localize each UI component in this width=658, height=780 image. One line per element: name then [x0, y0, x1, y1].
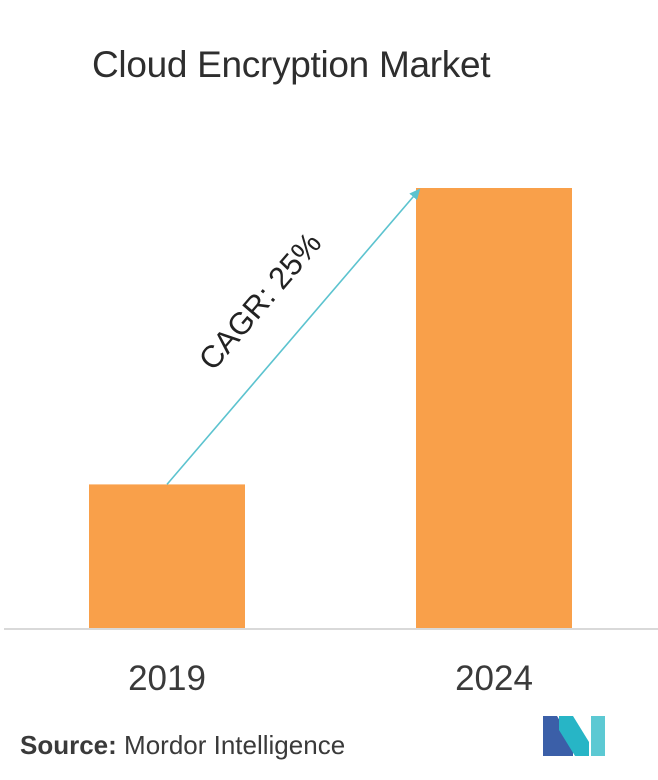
source-note: Source: Mordor Intelligence: [20, 730, 345, 761]
source-label: Source:: [20, 730, 117, 760]
source-text: Mordor Intelligence: [116, 730, 346, 760]
bar-2024: [416, 188, 572, 629]
bar-chart: 2019 2024 CAGR: 25%: [4, 188, 658, 698]
bar-2019: [89, 484, 245, 629]
x-tick-label-2019: 2019: [128, 659, 206, 698]
chart-title: Cloud Encryption Market: [92, 44, 491, 85]
x-tick-label-2024: 2024: [455, 659, 533, 698]
cagr-label: CAGR: 25%: [192, 226, 328, 377]
cagr-arrow: [166, 188, 421, 485]
mordor-intelligence-logo-icon: [543, 716, 605, 756]
